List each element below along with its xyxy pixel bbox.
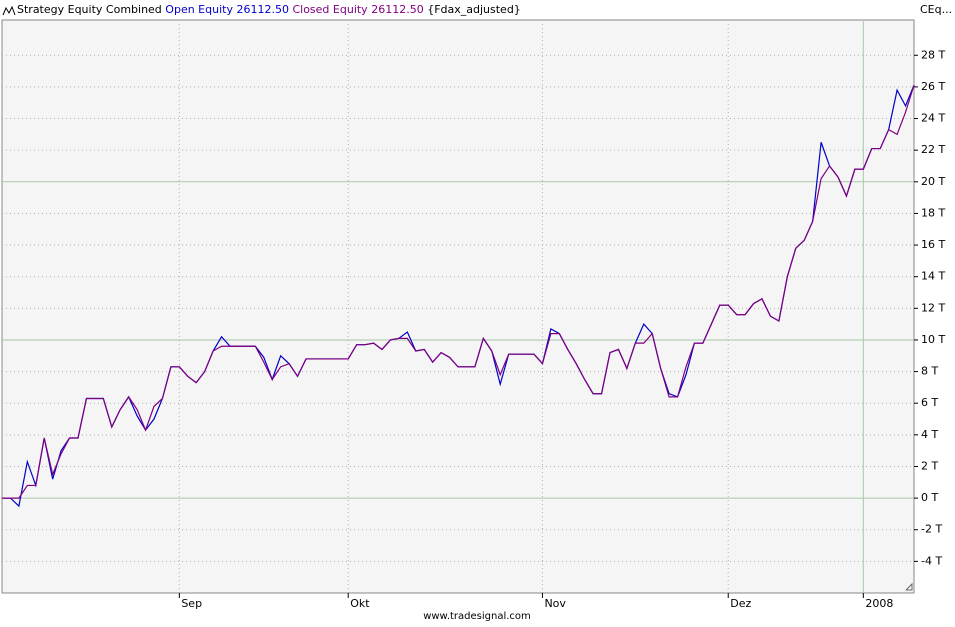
y-tick-label: 24 T — [921, 112, 945, 125]
y-tick-label: 6 T — [921, 396, 938, 409]
y-tick-label: 28 T — [921, 48, 945, 61]
legend-value: 26112.50 — [236, 3, 289, 16]
y-axis-label: CEq... — [920, 3, 952, 16]
legend-name: Closed Equity — [292, 3, 368, 16]
equity-line — [2, 84, 915, 499]
x-tick-label: Okt — [350, 597, 370, 610]
y-tick-label: -2 T — [921, 523, 942, 536]
x-tick-label: Dez — [730, 597, 751, 610]
y-tick-label: 22 T — [921, 143, 945, 156]
resize-grip — [905, 582, 913, 591]
y-tick-label: 0 T — [921, 491, 938, 504]
indicator-icon — [2, 5, 16, 16]
y-tick-label: 20 T — [921, 175, 945, 188]
plot-area — [1, 19, 915, 594]
y-tick-label: 10 T — [921, 333, 945, 346]
y-tick-label: 12 T — [921, 301, 945, 314]
x-tick-label: Nov — [544, 597, 566, 610]
y-tick-label: 16 T — [921, 238, 945, 251]
header: Strategy Equity Combined Open Equity 261… — [17, 3, 521, 16]
y-tick-label: 4 T — [921, 428, 938, 441]
y-tick-label: -4 T — [921, 554, 942, 567]
legend-value: 26112.50 — [371, 3, 424, 16]
legend-name: Open Equity — [165, 3, 233, 16]
grid — [2, 20, 914, 593]
y-tick-label: 26 T — [921, 80, 945, 93]
y-tick-label: 18 T — [921, 206, 945, 219]
chart-title: Strategy Equity Combined — [17, 3, 162, 16]
y-tick-label: 2 T — [921, 459, 938, 472]
lines — [2, 84, 915, 508]
subtitle: {Fdax_adjusted} — [427, 3, 521, 16]
x-tick-label: Sep — [181, 597, 202, 610]
y-tick-label: 14 T — [921, 270, 945, 283]
y-tick-label: 8 T — [921, 365, 938, 378]
footer: www.tradesignal.com — [423, 611, 531, 622]
x-tick-label: 2008 — [865, 597, 893, 610]
